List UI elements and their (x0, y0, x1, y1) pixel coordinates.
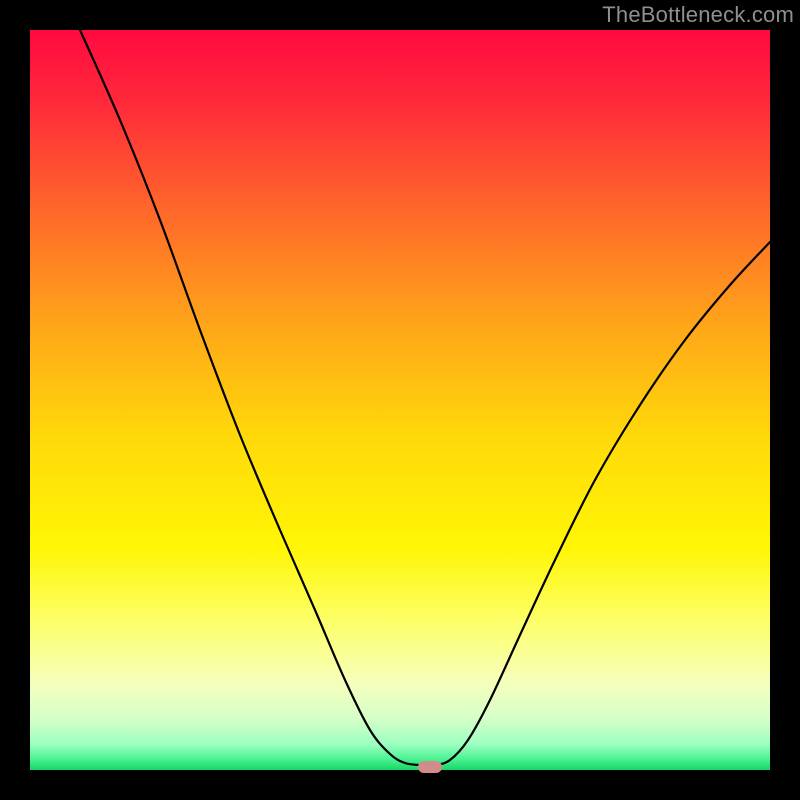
plot-background (30, 30, 770, 770)
chart-page: TheBottleneck.com (0, 0, 800, 800)
minimum-marker (418, 761, 442, 773)
bottleneck-chart (0, 0, 800, 800)
watermark-text: TheBottleneck.com (602, 2, 794, 28)
